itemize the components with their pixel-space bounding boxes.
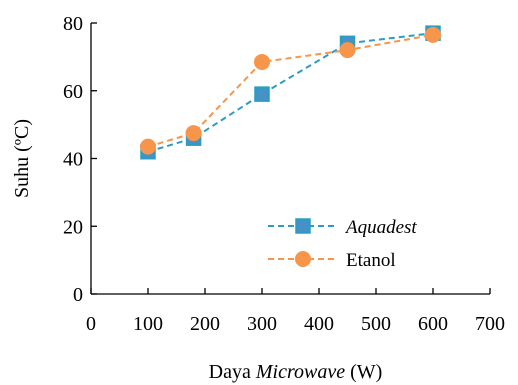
x-axis-title-italic: Microwave (255, 361, 345, 383)
legend-marker (295, 251, 311, 267)
y-tick-label: 0 (73, 284, 83, 306)
series-line (147, 32, 434, 153)
x-axis-title-suffix: (W) (345, 361, 382, 383)
x-tick-label: 600 (418, 313, 448, 335)
data-point (254, 53, 270, 70)
series-etanol (140, 26, 441, 155)
x-tick-label: 500 (361, 313, 391, 335)
data-point (140, 138, 156, 155)
x-axis-title-prefix: Daya (209, 361, 256, 383)
legend-label: Etanol (346, 250, 396, 271)
legend-entry-aquadest: Aquadest (268, 217, 417, 238)
legend: Aquadest Etanol (268, 217, 417, 271)
data-point (339, 42, 356, 59)
x-tick-label: 700 (475, 313, 505, 335)
y-tick-label: 80 (63, 13, 83, 35)
x-tick-label: 300 (247, 313, 277, 335)
x-tick-label: 0 (86, 313, 96, 335)
y-tick-label: 40 (63, 149, 83, 171)
x-tick-label: 400 (304, 313, 334, 335)
y-axis-title: Suhu (ºC) (11, 119, 33, 198)
series-aquadest (140, 25, 441, 160)
y-tick-label: 60 (63, 81, 83, 103)
data-point (185, 125, 202, 142)
x-tick-label: 200 (190, 313, 220, 335)
legend-entry-etanol: Etanol (268, 250, 396, 271)
data-point (254, 86, 270, 102)
x-tick-label: 100 (133, 313, 163, 335)
y-tick-label: 20 (63, 216, 83, 238)
legend-marker (295, 218, 311, 234)
x-axis-title: Daya Microwave (W) (209, 361, 383, 383)
data-point (425, 26, 441, 43)
series-line (147, 33, 434, 148)
series-layer (140, 25, 441, 160)
legend-label: Aquadest (344, 217, 417, 238)
axis-ticks: 0 20 40 60 80 0 100 200 300 400 500 600 700 (63, 13, 505, 335)
